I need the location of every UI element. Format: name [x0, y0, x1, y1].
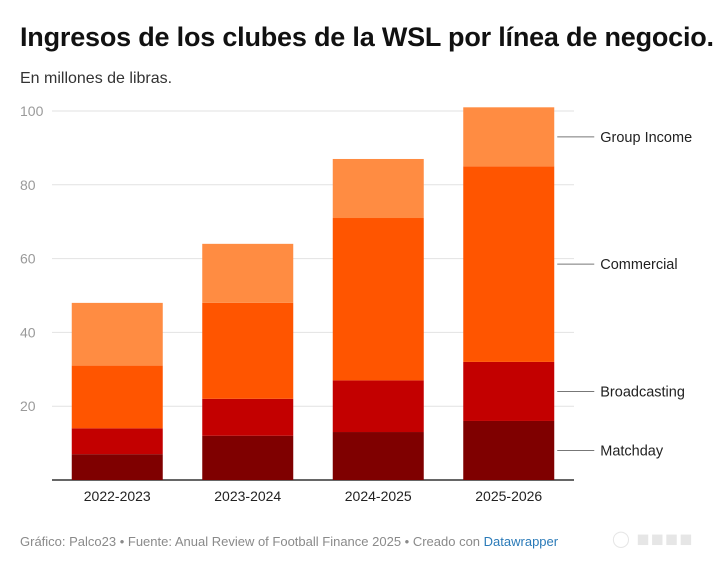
bar-segment-matchday	[202, 435, 294, 480]
series-label: Broadcasting	[600, 384, 685, 400]
bar-segment-broadcasting	[202, 398, 294, 436]
x-tick-label: 2024-2025	[345, 488, 412, 504]
footer-text: Gráfico: Palco23 • Fuente: Anual Review …	[20, 534, 484, 549]
series-label: Matchday	[600, 443, 664, 459]
bar-segment-broadcasting	[71, 428, 163, 455]
bar-segment-commercial	[71, 365, 163, 429]
bar-segment-group-income	[463, 107, 555, 167]
x-axis-labels: 2022-2023 2023-2024 2024-2025 2025-2026	[84, 488, 543, 504]
y-tick-label: 80	[20, 177, 36, 193]
bar-segment-commercial	[332, 218, 424, 381]
chart-subtitle: En millones de libras.	[20, 70, 173, 87]
y-tick-label: 100	[20, 103, 44, 119]
footer-credits: Gráfico: Palco23 • Fuente: Anual Review …	[20, 534, 558, 549]
bar-segment-commercial	[202, 302, 294, 399]
bar-segment-commercial	[463, 166, 555, 362]
bar-segment-group-income	[202, 243, 294, 303]
bar-segment-broadcasting	[463, 361, 555, 421]
datawrapper-link[interactable]: Datawrapper	[483, 534, 559, 549]
x-tick-label: 2025-2026	[475, 488, 542, 504]
series-labels: Matchday Broadcasting Commercial Group Inco…	[557, 130, 692, 459]
y-tick-label: 20	[20, 398, 36, 414]
bar-segment-matchday	[71, 454, 163, 480]
x-tick-label: 2022-2023	[84, 488, 151, 504]
bar-stacks	[71, 107, 555, 480]
y-tick-label: 60	[20, 251, 36, 267]
chart-title: Ingresos de los clubes de la WSL por lín…	[20, 22, 714, 52]
bar-segment-group-income	[332, 158, 424, 219]
watermark-logo: ◯ ◼◼◼◼	[612, 531, 694, 548]
series-label: Commercial	[600, 257, 677, 273]
bar-segment-broadcasting	[332, 380, 424, 433]
bar-segment-group-income	[71, 302, 163, 366]
series-label: Group Income	[600, 130, 692, 146]
bar-segment-matchday	[463, 420, 555, 480]
y-tick-label: 40	[20, 324, 36, 340]
x-tick-label: 2023-2024	[214, 488, 281, 504]
bar-segment-matchday	[332, 432, 424, 480]
